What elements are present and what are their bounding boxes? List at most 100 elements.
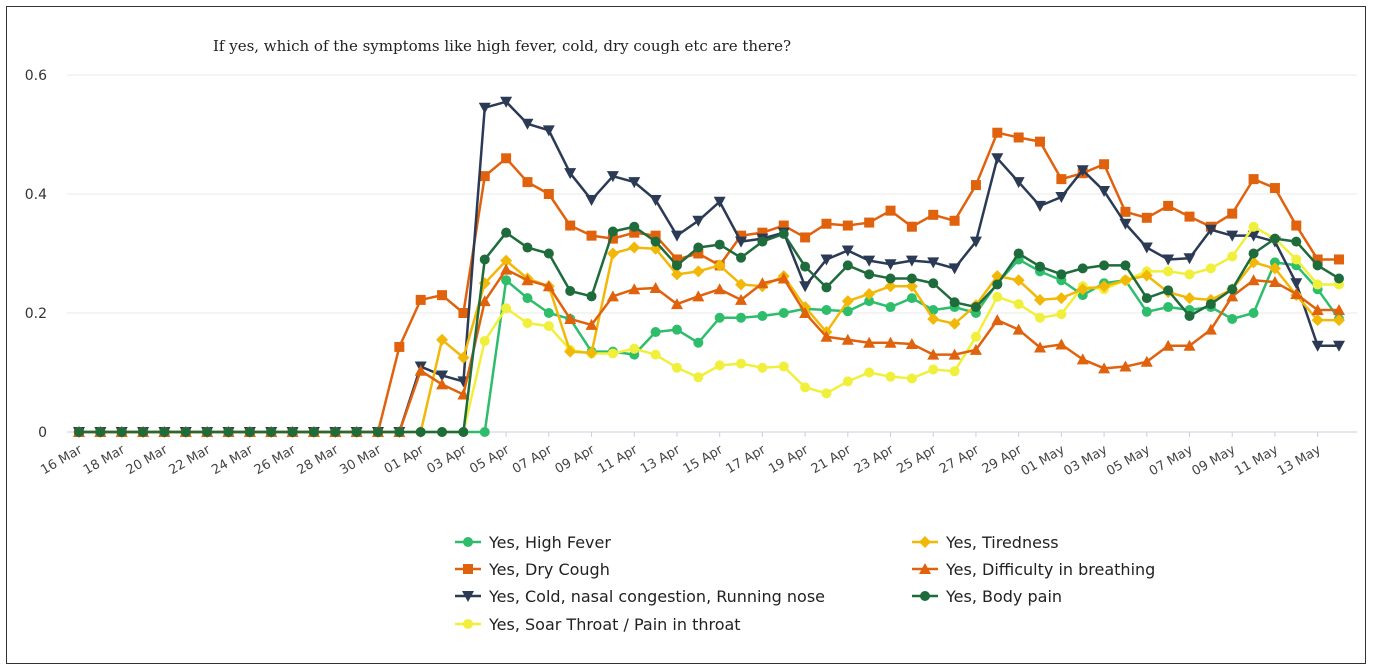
data-point [948, 263, 961, 275]
legend-swatch-marker [919, 536, 931, 548]
data-point [928, 278, 939, 289]
x-tick-label: 27 Apr [937, 442, 982, 477]
data-point [394, 427, 405, 437]
data-point [650, 236, 661, 247]
data-point [1205, 263, 1216, 274]
data-point [757, 236, 768, 247]
data-point [928, 305, 939, 316]
data-point [1140, 355, 1153, 367]
data-point [223, 427, 234, 437]
series-line [79, 100, 1339, 434]
data-point [928, 364, 939, 375]
data-point [1290, 287, 1303, 299]
data-point [906, 273, 917, 284]
legend-item[interactable]: Yes, Tiredness [912, 533, 1059, 552]
data-point [885, 302, 896, 313]
x-tick-label: 13 May [1275, 442, 1324, 479]
x-tick-label: 05 Apr [467, 442, 512, 477]
data-point [692, 215, 705, 227]
data-point [1120, 260, 1131, 271]
legend-swatch-marker [920, 591, 930, 601]
data-point [800, 261, 811, 272]
legend-label: Yes, Soar Throat / Pain in throat [488, 615, 741, 634]
data-point [565, 285, 576, 296]
legend-swatch-marker [463, 619, 473, 629]
data-point [1055, 191, 1068, 203]
y-axis-ticks: 0 0.2 0.4 0.6 [25, 68, 47, 441]
series-line [79, 268, 1339, 434]
data-point [713, 196, 726, 208]
data-point [885, 371, 896, 382]
data-point [1248, 221, 1259, 232]
data-point [479, 335, 490, 346]
data-point [565, 220, 576, 231]
data-point [1076, 165, 1089, 177]
data-point [586, 230, 597, 241]
data-point [414, 364, 427, 376]
data-point [415, 427, 426, 437]
data-point [1034, 341, 1047, 353]
data-point [885, 205, 896, 216]
data-point [1227, 208, 1238, 219]
legend-item[interactable]: Yes, Body pain [912, 587, 1062, 606]
data-point [670, 268, 683, 281]
data-point [394, 341, 405, 352]
data-point [478, 295, 491, 307]
data-point [458, 308, 469, 318]
data-point [905, 337, 918, 349]
data-point [1184, 310, 1195, 321]
data-point [501, 153, 512, 164]
data-point [842, 376, 853, 387]
series-layer [73, 96, 1345, 438]
data-point [1312, 260, 1323, 271]
data-point [521, 118, 534, 130]
data-point [372, 427, 383, 437]
legend-item[interactable]: Yes, Soar Throat / Pain in throat [455, 615, 741, 634]
data-point [1034, 200, 1047, 212]
data-point [1035, 136, 1046, 147]
data-point [799, 281, 812, 293]
x-tick-label: 11 Apr [595, 442, 640, 477]
data-point [585, 318, 598, 330]
data-point [415, 294, 426, 305]
data-point [1204, 323, 1217, 335]
x-tick-label: 24 Mar [209, 442, 256, 478]
data-point [543, 248, 554, 259]
legend-item[interactable]: Yes, High Fever [455, 533, 611, 552]
legend-item[interactable]: Yes, Dry Cough [455, 560, 610, 579]
data-point [1055, 292, 1068, 305]
data-point [927, 257, 940, 269]
data-point [543, 321, 554, 332]
data-point [628, 283, 641, 295]
x-tick-label: 28 Mar [295, 442, 342, 478]
data-point [628, 241, 641, 254]
data-point [884, 280, 897, 293]
chart-frame: If yes, which of the symptoms like high … [6, 6, 1366, 664]
data-point [714, 312, 725, 323]
data-point [1183, 292, 1196, 305]
data-point [650, 349, 661, 360]
data-point [607, 226, 618, 237]
data-point [1290, 278, 1303, 290]
legend-item[interactable]: Yes, Difficulty in breathing [912, 560, 1155, 579]
data-point [692, 290, 705, 302]
data-point [436, 378, 449, 390]
legend-item[interactable]: Yes, Cold, nasal congestion, Running nos… [455, 587, 825, 606]
data-point [1119, 218, 1132, 230]
x-tick-label: 20 Mar [124, 442, 171, 478]
data-point [1227, 251, 1238, 262]
data-point [436, 333, 449, 346]
data-point [629, 221, 640, 232]
data-point [437, 290, 448, 301]
data-point [693, 372, 704, 383]
data-point [607, 233, 618, 244]
data-point [906, 221, 917, 232]
data-point [842, 306, 853, 317]
data-point [863, 255, 876, 267]
data-point [906, 373, 917, 384]
data-point [543, 189, 554, 199]
data-point [1056, 309, 1067, 320]
data-point [180, 427, 191, 437]
data-point [585, 346, 598, 359]
y-tick-label: 0.2 [25, 306, 47, 322]
